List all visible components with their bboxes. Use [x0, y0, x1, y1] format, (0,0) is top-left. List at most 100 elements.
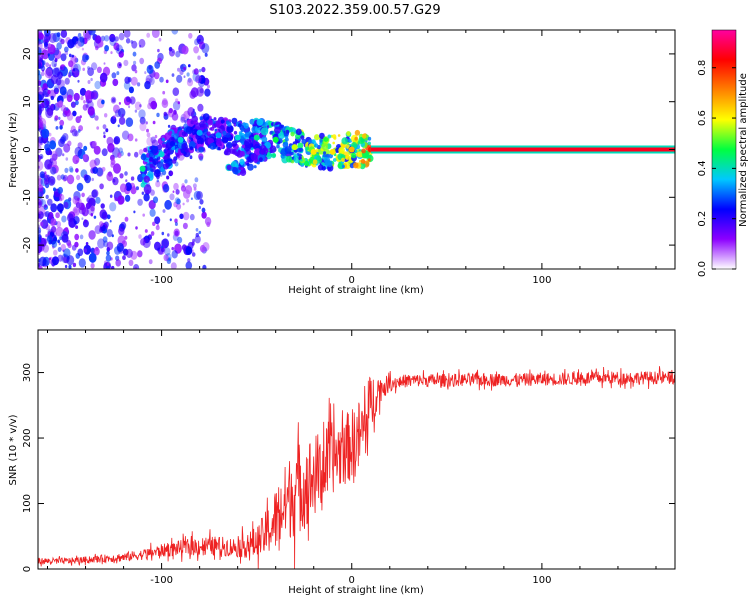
heatmap-cell — [94, 225, 102, 235]
heatmap-cell — [175, 189, 180, 195]
heatmap-cell — [83, 219, 87, 224]
heatmap-cell — [239, 150, 245, 157]
heatmap-cell — [361, 148, 366, 154]
x-tick-label: -100 — [150, 275, 173, 286]
heatmap-cell — [226, 132, 231, 138]
heatmap-cell — [187, 77, 192, 83]
heatmap-cell — [240, 167, 244, 171]
heatmap-cell — [167, 139, 171, 143]
heatmap-cell — [201, 207, 206, 213]
heatmap-cell — [206, 221, 211, 227]
heatmap-cell — [168, 107, 173, 114]
heatmap-cell — [52, 256, 59, 266]
heatmap-cell — [284, 146, 292, 154]
heatmap-cell — [73, 216, 80, 225]
heatmap-cell — [144, 229, 148, 233]
heatmap-cell — [207, 84, 210, 89]
heatmap-cell — [139, 57, 145, 65]
heatmap-cell — [162, 209, 166, 213]
heatmap-cell — [96, 126, 100, 130]
heatmap-cell — [222, 130, 227, 136]
heatmap-cell — [112, 78, 119, 87]
heatmap-cell — [207, 119, 213, 126]
heatmap-cell — [176, 198, 181, 205]
heatmap-cell — [133, 210, 136, 214]
heatmap-cell — [195, 232, 199, 238]
heatmap-cell — [191, 252, 196, 257]
heatmap-cell — [82, 154, 87, 160]
heatmap-cell — [51, 240, 58, 248]
heatmap-cell — [56, 32, 61, 38]
heatmap-cell — [197, 103, 204, 112]
heatmap-cell — [106, 241, 114, 251]
heatmap-cell — [112, 114, 117, 119]
y-tick-label: 20 — [22, 48, 33, 61]
heatmap-cell — [66, 94, 73, 103]
heatmap-cell — [143, 175, 150, 183]
heatmap-cell — [56, 203, 64, 213]
heatmap-cell — [199, 155, 204, 162]
heatmap-cell — [106, 266, 110, 269]
heatmap-cell — [157, 48, 160, 53]
heatmap-cell — [160, 247, 165, 253]
heatmap-cell — [322, 154, 326, 158]
heatmap-cell — [231, 117, 238, 125]
heatmap-cell — [156, 112, 160, 118]
heatmap-cell — [38, 210, 41, 215]
heatmap-cell — [110, 158, 116, 166]
heatmap-cell — [167, 233, 170, 237]
heatmap-cell — [169, 218, 172, 222]
x-tick-label: 100 — [532, 575, 551, 586]
heatmap-cell — [199, 121, 205, 128]
heatmap-cell — [295, 128, 302, 136]
heatmap-cell — [60, 244, 66, 251]
heatmap-cell — [158, 37, 162, 42]
heatmap-cell — [149, 156, 154, 162]
heatmap-cell — [341, 137, 349, 145]
heatmap-cell — [285, 129, 290, 134]
heatmap-cell — [42, 88, 50, 98]
heatmap-cell — [170, 262, 177, 269]
heatmap-cell — [240, 127, 245, 132]
heatmap-cell — [172, 159, 177, 164]
heatmap-cell — [168, 48, 176, 57]
heatmap-cell — [156, 224, 160, 227]
heatmap-cell — [50, 150, 59, 162]
heatmap-cell — [184, 120, 187, 124]
heatmap-cell — [161, 238, 170, 249]
heatmap-ridge-point — [310, 148, 317, 155]
heatmap-cell — [188, 32, 193, 39]
heatmap-cell — [54, 58, 58, 63]
heatmap-cell — [192, 72, 200, 82]
heatmap-cell — [199, 199, 204, 205]
heatmap-cell — [56, 174, 62, 181]
heatmap-cell — [297, 142, 304, 149]
heatmap-cell — [180, 116, 186, 123]
heatmap-cell — [248, 131, 252, 135]
heatmap-cell — [219, 143, 222, 147]
heatmap-cell — [185, 261, 193, 269]
heatmap-cell — [168, 257, 171, 261]
heatmap-cell — [118, 107, 126, 118]
heatmap-cell — [238, 131, 243, 135]
heatmap-cell — [38, 224, 41, 230]
heatmap-cell — [153, 169, 161, 178]
heatmap-cell — [150, 100, 158, 110]
heatmap-cell — [125, 248, 133, 258]
heatmap-cell — [165, 79, 169, 84]
snr-x-axis-label: Height of straight line (km) — [288, 585, 424, 596]
heatmap-cell — [134, 151, 139, 158]
heatmap-cell — [102, 212, 108, 219]
heatmap-cell — [191, 241, 195, 246]
heatmap-cell — [96, 66, 102, 74]
snr-y-axis-label: SNR (10 * v/v) — [8, 414, 19, 485]
heatmap-cell — [187, 107, 195, 117]
heatmap-cell — [270, 130, 274, 134]
heatmap-cell — [65, 107, 69, 111]
heatmap-cell — [126, 96, 131, 103]
heatmap-cell — [44, 210, 50, 218]
heatmap-cell — [93, 145, 101, 155]
heatmap-cell — [146, 128, 149, 133]
heatmap-cell — [59, 86, 67, 96]
heatmap-cell — [299, 147, 303, 152]
